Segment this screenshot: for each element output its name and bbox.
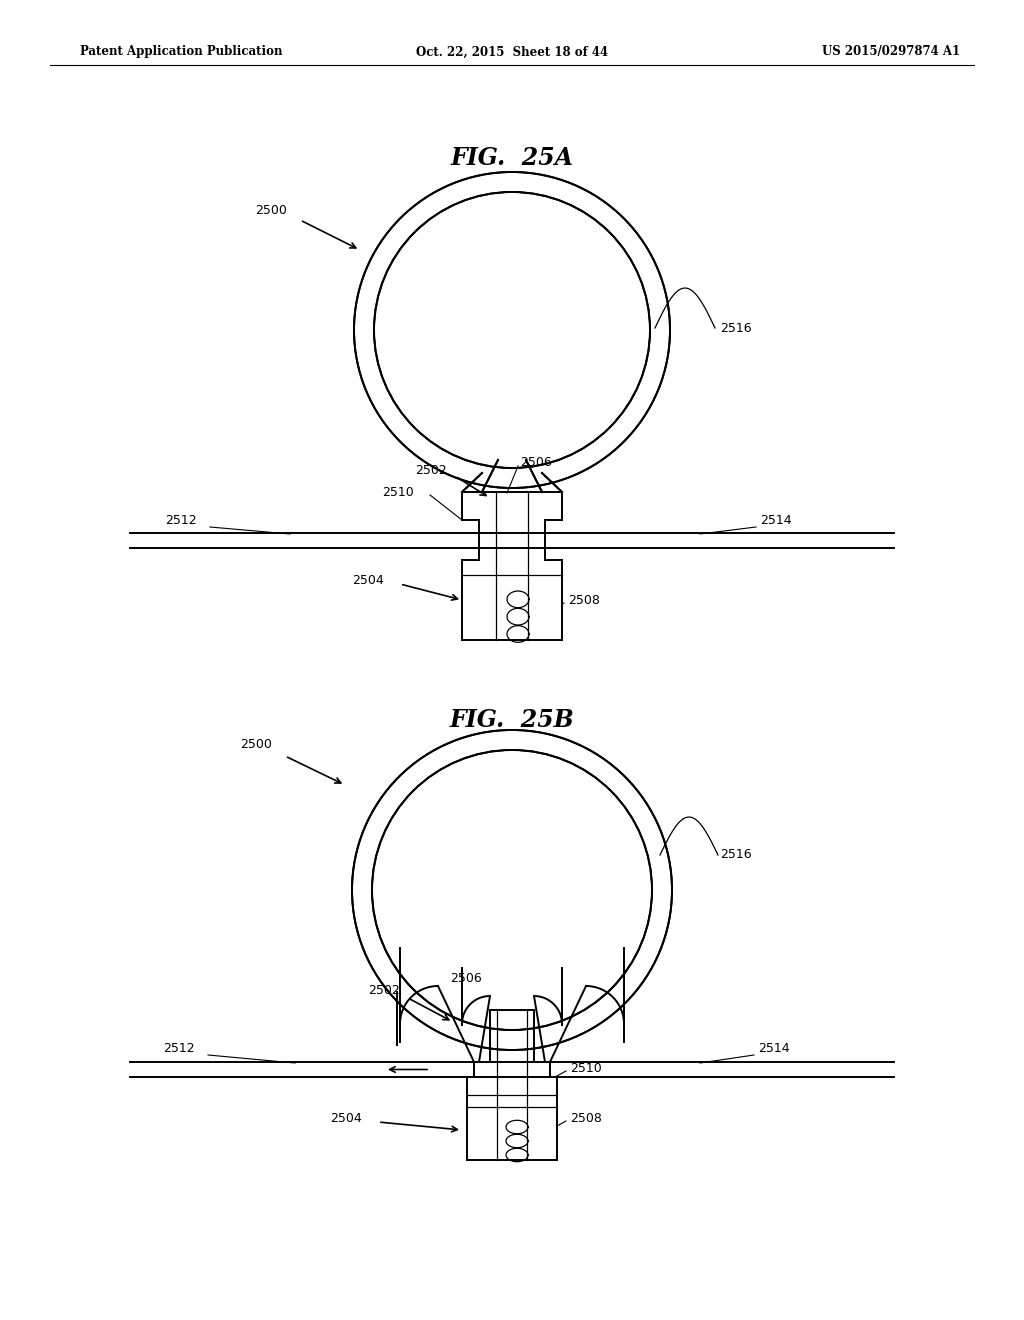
Text: 2504: 2504 bbox=[352, 573, 384, 586]
Text: 2514: 2514 bbox=[760, 513, 792, 527]
Text: 2500: 2500 bbox=[255, 203, 287, 216]
Polygon shape bbox=[462, 473, 562, 492]
Text: US 2015/0297874 A1: US 2015/0297874 A1 bbox=[822, 45, 961, 58]
Text: 2502: 2502 bbox=[368, 983, 399, 997]
Text: 2510: 2510 bbox=[570, 1061, 602, 1074]
Text: Oct. 22, 2015  Sheet 18 of 44: Oct. 22, 2015 Sheet 18 of 44 bbox=[416, 45, 608, 58]
Bar bbox=[401, 791, 623, 1061]
Text: Patent Application Publication: Patent Application Publication bbox=[80, 45, 283, 58]
Text: 2510: 2510 bbox=[382, 486, 414, 499]
Text: 2508: 2508 bbox=[568, 594, 600, 606]
Bar bbox=[463, 561, 561, 639]
Text: FIG.  25B: FIG. 25B bbox=[450, 708, 574, 733]
Circle shape bbox=[355, 173, 669, 487]
Text: 2502: 2502 bbox=[415, 463, 446, 477]
Text: 2504: 2504 bbox=[330, 1111, 361, 1125]
Circle shape bbox=[353, 731, 671, 1049]
Text: 2508: 2508 bbox=[570, 1111, 602, 1125]
Text: 2512: 2512 bbox=[163, 1041, 195, 1055]
Text: 2500: 2500 bbox=[240, 738, 272, 751]
Text: 2514: 2514 bbox=[758, 1041, 790, 1055]
Text: 2506: 2506 bbox=[450, 972, 481, 985]
Text: 2516: 2516 bbox=[720, 849, 752, 862]
Text: 2512: 2512 bbox=[165, 513, 197, 527]
Text: 2506: 2506 bbox=[520, 455, 552, 469]
Text: FIG.  25A: FIG. 25A bbox=[451, 147, 573, 170]
Bar bbox=[468, 1078, 556, 1159]
Text: 2516: 2516 bbox=[720, 322, 752, 334]
